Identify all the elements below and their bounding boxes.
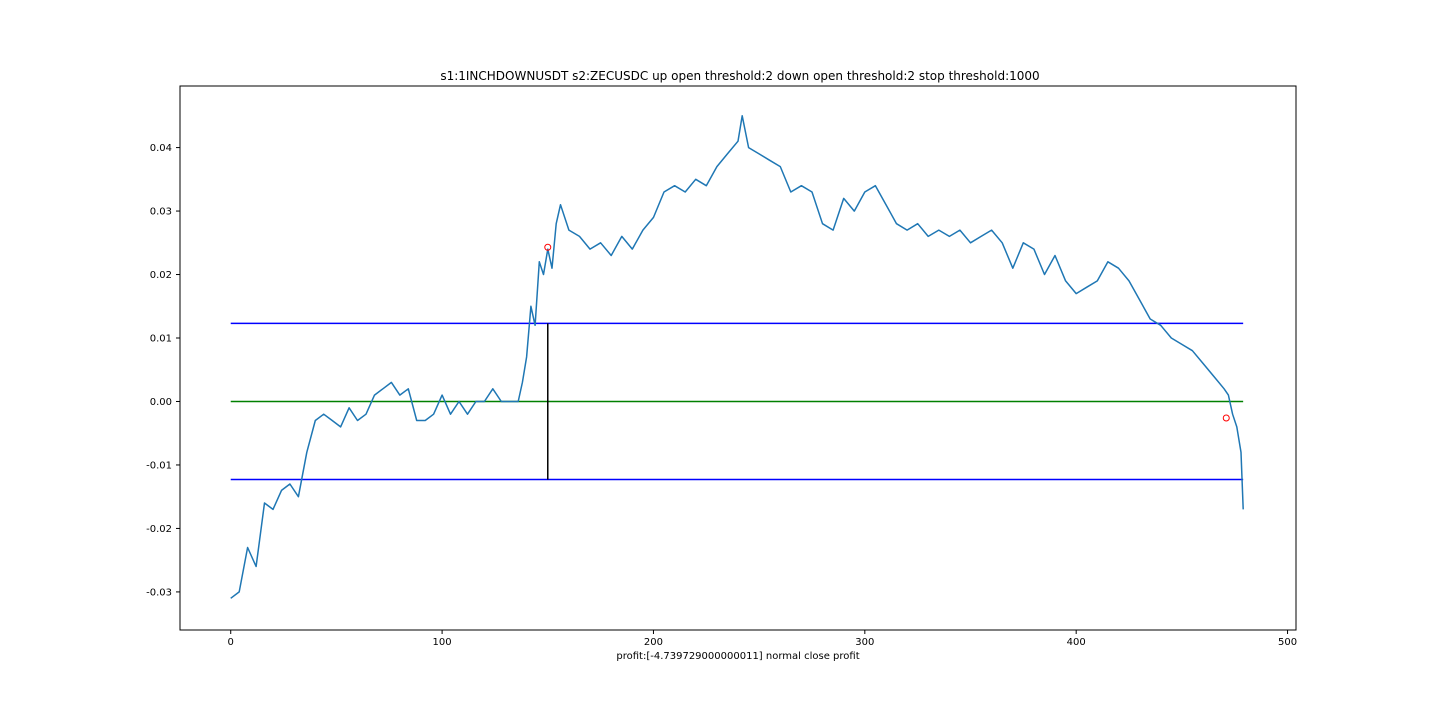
x-tick-label-4: 400: [1067, 637, 1086, 648]
plot-area: [179, 85, 1297, 631]
y-tick-label-1: -0.02: [146, 524, 172, 535]
y-tick-label-5: 0.02: [150, 270, 172, 281]
marker-point-0: [544, 243, 552, 251]
y-tick-label-7: 0.04: [150, 143, 172, 154]
x-tick-label-0: 0: [228, 637, 234, 648]
y-tick-label-6: 0.03: [150, 207, 172, 218]
x-axis-label: profit:[-4.739729000000011] normal close…: [616, 651, 859, 662]
y-tick-label-3: 0.00: [150, 397, 172, 408]
x-tick-label-2: 200: [644, 637, 663, 648]
y-tick-label-2: -0.01: [146, 460, 172, 471]
chart-title: s1:1INCHDOWNUSDT s2:ZECUSDC up open thre…: [440, 69, 1039, 83]
marker-point-1: [1222, 414, 1230, 422]
x-tick-label-3: 300: [855, 637, 874, 648]
y-tick-label-4: 0.01: [150, 334, 172, 345]
series-line-0: [230, 115, 1244, 599]
x-tick-label-1: 100: [433, 637, 452, 648]
y-tick-label-0: -0.03: [146, 587, 172, 598]
x-tick-label-5: 500: [1278, 637, 1297, 648]
